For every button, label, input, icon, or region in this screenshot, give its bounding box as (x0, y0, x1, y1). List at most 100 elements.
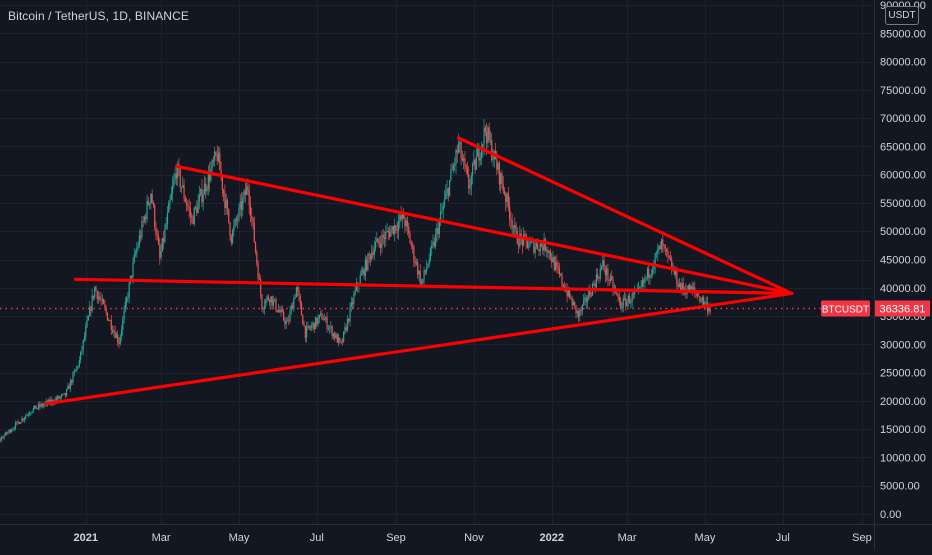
candle-body (267, 296, 269, 300)
candle-body (634, 291, 636, 295)
candle-body (72, 373, 74, 383)
candle-body (492, 159, 494, 161)
candle-body (639, 286, 641, 288)
candle-body (498, 162, 500, 185)
candle-body (196, 207, 198, 214)
candle-body (336, 334, 338, 343)
candle-body (519, 233, 521, 246)
candle-body (696, 293, 698, 296)
candle-body (708, 308, 710, 312)
candle-body (18, 422, 20, 424)
candle-body (74, 369, 77, 372)
candle-body (248, 189, 250, 206)
candle-body (6, 432, 8, 434)
candle-body (161, 238, 163, 252)
candle-body (322, 319, 324, 321)
candle-body (335, 334, 337, 339)
candle-body (366, 259, 368, 270)
candle-body (424, 270, 426, 272)
candle-body (228, 208, 230, 223)
candle-body (117, 334, 119, 342)
candles (0, 119, 711, 443)
candle-body (283, 311, 285, 320)
x-tick-label: 2021 (74, 532, 98, 544)
candle-body (459, 141, 461, 144)
candle-body (468, 174, 470, 189)
candle-body (626, 301, 628, 307)
candle-body (258, 278, 260, 280)
candle-body (690, 286, 692, 293)
candle-body (577, 311, 580, 317)
candle-body (105, 307, 107, 313)
candle-body (671, 260, 673, 271)
candle-body (594, 283, 596, 288)
candle-body (290, 305, 292, 312)
candle-body (673, 268, 675, 275)
candle-body (466, 168, 469, 175)
candle-body (343, 331, 345, 342)
candle-body (64, 393, 66, 396)
candle-body (123, 310, 125, 320)
candle-body (194, 207, 197, 209)
candle-body (41, 403, 43, 407)
trendline-3[interactable] (174, 164, 794, 296)
candle-body (387, 230, 389, 233)
candle-body (590, 295, 592, 297)
candle-body (92, 295, 95, 298)
x-tick-label: Sep (386, 532, 406, 544)
price-axis[interactable]: 0.00 5000.00 10000.00 15000.00 20000.00 25000… (880, 0, 926, 521)
candle-body (482, 143, 484, 147)
candle-body (368, 253, 370, 256)
candle-body (0, 439, 1, 441)
candle-body (327, 328, 329, 330)
candle-body (193, 207, 195, 225)
candle-body (85, 326, 87, 337)
candle-body (25, 415, 27, 419)
candle-body (389, 232, 391, 237)
candle-body (208, 172, 211, 181)
candle-body (663, 244, 665, 247)
candle-body (216, 154, 218, 162)
candle-body (372, 252, 374, 256)
x-tick-label: Mar (152, 532, 171, 544)
candle-body (405, 220, 407, 227)
candle-body (483, 127, 485, 144)
trendline-2[interactable] (73, 277, 794, 296)
candle-body (409, 233, 411, 244)
candle-body (654, 253, 656, 266)
candle-body (60, 394, 63, 397)
candle-body (100, 298, 102, 301)
candle-body (94, 287, 96, 298)
candle-body (539, 243, 541, 252)
trendline-4[interactable] (456, 136, 794, 296)
candle-body (36, 407, 38, 409)
candle-body (156, 235, 158, 237)
candle-body (80, 351, 82, 361)
candle-body (429, 247, 432, 260)
candle-body (579, 309, 581, 317)
candle-body (709, 308, 711, 313)
candle-body (630, 301, 632, 304)
candle-body (528, 246, 530, 249)
candle-body (231, 230, 234, 243)
time-axis[interactable]: Oct2021MarMayJulSepNov2022MarMayJulSep (0, 532, 872, 544)
candle-body (447, 188, 449, 196)
currency-badge[interactable]: USDT (885, 6, 919, 25)
candle-body (150, 193, 152, 203)
candle-body (470, 175, 472, 186)
candle-body (627, 296, 629, 302)
candle-body (697, 295, 700, 297)
trendline-1[interactable] (44, 291, 794, 406)
candle-body (67, 385, 69, 390)
candle-body (540, 243, 543, 247)
candle-body (8, 429, 10, 433)
candle-body (330, 326, 332, 328)
candle-body (524, 234, 526, 236)
candle-body (154, 205, 156, 227)
candle-body (371, 252, 373, 260)
candle-body (454, 164, 456, 166)
candle-body (151, 193, 153, 204)
trendlines[interactable] (44, 136, 794, 406)
